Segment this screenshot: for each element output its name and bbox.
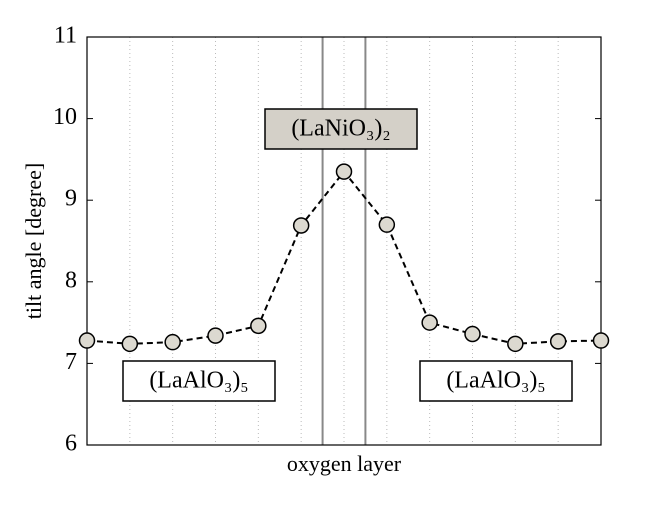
plot-frame [86,36,602,446]
data-point [592,332,610,349]
data-point [378,216,396,233]
data-point [207,327,224,344]
annotation: (LaAlO₃)₅ [149,368,248,394]
data-point [292,217,310,234]
data-point [78,332,96,349]
y-tick-label: 11 [54,23,77,49]
annotation-box [264,108,418,150]
y-tick-label: 10 [53,104,77,130]
y-tick-label: 8 [65,267,77,293]
x-axis-label: oxygen layer [287,451,402,476]
annotation: (LaNiO₃)₂ [291,116,390,142]
data-point [121,335,139,353]
data-point [464,325,481,343]
annotation-box [122,360,276,402]
data-point [549,333,567,350]
data-point [250,317,267,335]
data-point [421,314,438,331]
y-axis-label: tilt angle [degree] [21,163,46,319]
y-tick-label: 7 [65,349,77,375]
data-point [335,163,353,180]
data-point [164,333,181,351]
y-tick-label: 9 [65,186,77,212]
y-tick-label: 6 [65,431,77,457]
annotation-box [419,360,573,402]
annotation: (LaAlO₃)₅ [446,368,545,394]
data-point [507,335,524,353]
